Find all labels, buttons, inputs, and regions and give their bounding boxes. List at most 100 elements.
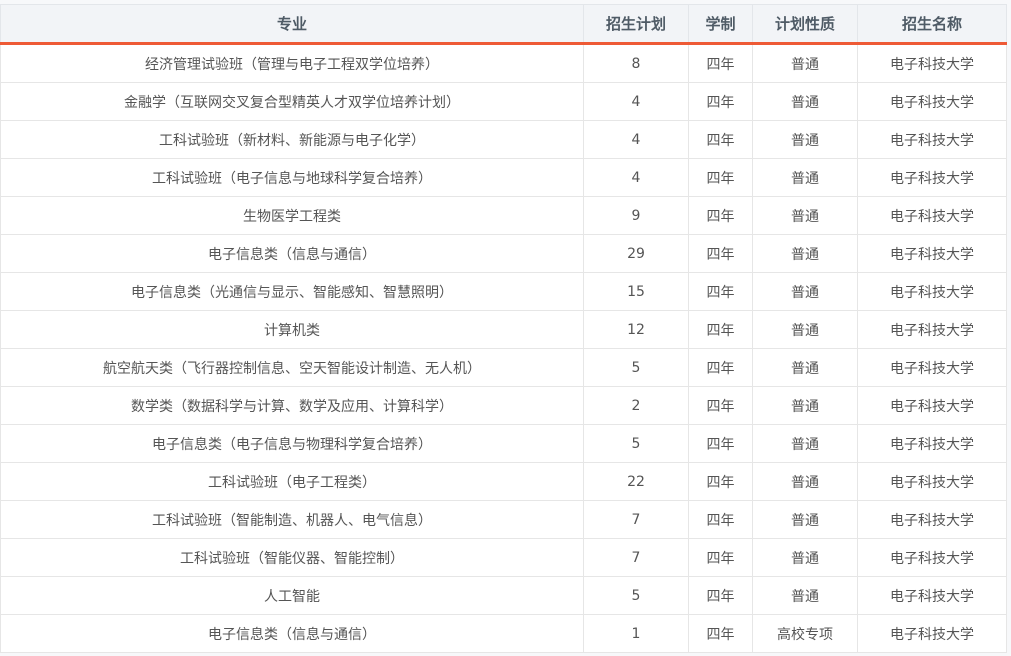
cell-plan-count: 5 (583, 576, 689, 615)
cell-plan-type: 高校专项 (752, 614, 858, 653)
cell-major: 工科试验班（电子工程类） (0, 462, 584, 501)
header-duration: 学制 (688, 4, 753, 45)
cell-plan-type: 普通 (752, 348, 858, 387)
cell-plan-type: 普通 (752, 120, 858, 159)
admission-plan-table: 专业 招生计划 学制 计划性质 招生名称 经济管理试验班（管理与电子工程双学位培养） 8 四… (0, 4, 1007, 653)
table-row: 电子信息类（信息与通信） 1 四年 高校专项 电子科技大学 (0, 614, 1007, 653)
table-body: 经济管理试验班（管理与电子工程双学位培养） 8 四年 普通 电子科技大学 金融学（互联网交… (0, 43, 1007, 653)
header-plan-count: 招生计划 (583, 4, 689, 45)
cell-major: 计算机类 (0, 310, 584, 349)
cell-plan-count: 12 (583, 310, 689, 349)
cell-school-name: 电子科技大学 (857, 500, 1007, 539)
cell-major: 工科试验班（智能制造、机器人、电气信息） (0, 500, 584, 539)
cell-plan-type: 普通 (752, 462, 858, 501)
cell-duration: 四年 (688, 196, 753, 235)
cell-major: 工科试验班（新材料、新能源与电子化学） (0, 120, 584, 159)
cell-plan-count: 8 (583, 43, 689, 83)
table-row: 工科试验班（电子信息与地球科学复合培养） 4 四年 普通 电子科技大学 (0, 158, 1007, 197)
cell-school-name: 电子科技大学 (857, 310, 1007, 349)
cell-major: 数学类（数据科学与计算、数学及应用、计算科学） (0, 386, 584, 425)
cell-school-name: 电子科技大学 (857, 348, 1007, 387)
cell-major: 电子信息类（电子信息与物理科学复合培养） (0, 424, 584, 463)
cell-plan-type: 普通 (752, 538, 858, 577)
cell-major: 工科试验班（电子信息与地球科学复合培养） (0, 158, 584, 197)
table-row: 数学类（数据科学与计算、数学及应用、计算科学） 2 四年 普通 电子科技大学 (0, 386, 1007, 425)
cell-duration: 四年 (688, 576, 753, 615)
cell-school-name: 电子科技大学 (857, 120, 1007, 159)
cell-school-name: 电子科技大学 (857, 196, 1007, 235)
cell-duration: 四年 (688, 120, 753, 159)
cell-plan-type: 普通 (752, 272, 858, 311)
cell-plan-type: 普通 (752, 500, 858, 539)
cell-duration: 四年 (688, 538, 753, 577)
cell-plan-type: 普通 (752, 576, 858, 615)
cell-duration: 四年 (688, 424, 753, 463)
table-row: 电子信息类（电子信息与物理科学复合培养） 5 四年 普通 电子科技大学 (0, 424, 1007, 463)
cell-school-name: 电子科技大学 (857, 462, 1007, 501)
cell-major: 航空航天类（飞行器控制信息、空天智能设计制造、无人机） (0, 348, 584, 387)
table-row: 生物医学工程类 9 四年 普通 电子科技大学 (0, 196, 1007, 235)
cell-major: 人工智能 (0, 576, 584, 615)
cell-plan-count: 7 (583, 500, 689, 539)
cell-plan-type: 普通 (752, 310, 858, 349)
cell-major: 工科试验班（智能仪器、智能控制） (0, 538, 584, 577)
table-row: 电子信息类（光通信与显示、智能感知、智慧照明） 15 四年 普通 电子科技大学 (0, 272, 1007, 311)
table-row: 航空航天类（飞行器控制信息、空天智能设计制造、无人机） 5 四年 普通 电子科技大学 (0, 348, 1007, 387)
cell-major: 电子信息类（信息与通信） (0, 614, 584, 653)
cell-plan-count: 9 (583, 196, 689, 235)
cell-plan-type: 普通 (752, 196, 858, 235)
header-plan-type: 计划性质 (752, 4, 858, 45)
cell-plan-count: 22 (583, 462, 689, 501)
header-school-name: 招生名称 (857, 4, 1007, 45)
cell-plan-count: 15 (583, 272, 689, 311)
cell-duration: 四年 (688, 500, 753, 539)
table-row: 工科试验班（智能制造、机器人、电气信息） 7 四年 普通 电子科技大学 (0, 500, 1007, 539)
cell-plan-type: 普通 (752, 82, 858, 121)
cell-duration: 四年 (688, 348, 753, 387)
table-row: 工科试验班（电子工程类） 22 四年 普通 电子科技大学 (0, 462, 1007, 501)
cell-plan-type: 普通 (752, 43, 858, 83)
table-row: 工科试验班（智能仪器、智能控制） 7 四年 普通 电子科技大学 (0, 538, 1007, 577)
table-row: 金融学（互联网交叉复合型精英人才双学位培养计划） 4 四年 普通 电子科技大学 (0, 82, 1007, 121)
cell-major: 生物医学工程类 (0, 196, 584, 235)
cell-school-name: 电子科技大学 (857, 234, 1007, 273)
cell-major: 金融学（互联网交叉复合型精英人才双学位培养计划） (0, 82, 584, 121)
cell-plan-count: 1 (583, 614, 689, 653)
table-header-row: 专业 招生计划 学制 计划性质 招生名称 (0, 4, 1007, 45)
cell-school-name: 电子科技大学 (857, 614, 1007, 653)
cell-school-name: 电子科技大学 (857, 576, 1007, 615)
cell-plan-type: 普通 (752, 158, 858, 197)
table-row: 经济管理试验班（管理与电子工程双学位培养） 8 四年 普通 电子科技大学 (0, 43, 1007, 83)
cell-school-name: 电子科技大学 (857, 386, 1007, 425)
cell-duration: 四年 (688, 158, 753, 197)
cell-duration: 四年 (688, 386, 753, 425)
cell-duration: 四年 (688, 614, 753, 653)
cell-school-name: 电子科技大学 (857, 82, 1007, 121)
table-row: 电子信息类（信息与通信） 29 四年 普通 电子科技大学 (0, 234, 1007, 273)
admission-plan-table-container: 专业 招生计划 学制 计划性质 招生名称 经济管理试验班（管理与电子工程双学位培养） 8 四… (0, 4, 1007, 653)
cell-plan-type: 普通 (752, 234, 858, 273)
cell-major: 电子信息类（光通信与显示、智能感知、智慧照明） (0, 272, 584, 311)
cell-plan-count: 4 (583, 120, 689, 159)
cell-duration: 四年 (688, 82, 753, 121)
cell-plan-count: 2 (583, 386, 689, 425)
cell-duration: 四年 (688, 234, 753, 273)
table-row: 工科试验班（新材料、新能源与电子化学） 4 四年 普通 电子科技大学 (0, 120, 1007, 159)
header-major: 专业 (0, 4, 584, 45)
cell-plan-count: 5 (583, 348, 689, 387)
cell-school-name: 电子科技大学 (857, 158, 1007, 197)
cell-duration: 四年 (688, 272, 753, 311)
cell-duration: 四年 (688, 43, 753, 83)
cell-plan-count: 7 (583, 538, 689, 577)
cell-school-name: 电子科技大学 (857, 43, 1007, 83)
table-row: 计算机类 12 四年 普通 电子科技大学 (0, 310, 1007, 349)
cell-plan-type: 普通 (752, 386, 858, 425)
cell-plan-type: 普通 (752, 424, 858, 463)
cell-duration: 四年 (688, 310, 753, 349)
cell-school-name: 电子科技大学 (857, 272, 1007, 311)
cell-major: 经济管理试验班（管理与电子工程双学位培养） (0, 43, 584, 83)
cell-plan-count: 29 (583, 234, 689, 273)
cell-school-name: 电子科技大学 (857, 538, 1007, 577)
cell-school-name: 电子科技大学 (857, 424, 1007, 463)
cell-plan-count: 4 (583, 158, 689, 197)
